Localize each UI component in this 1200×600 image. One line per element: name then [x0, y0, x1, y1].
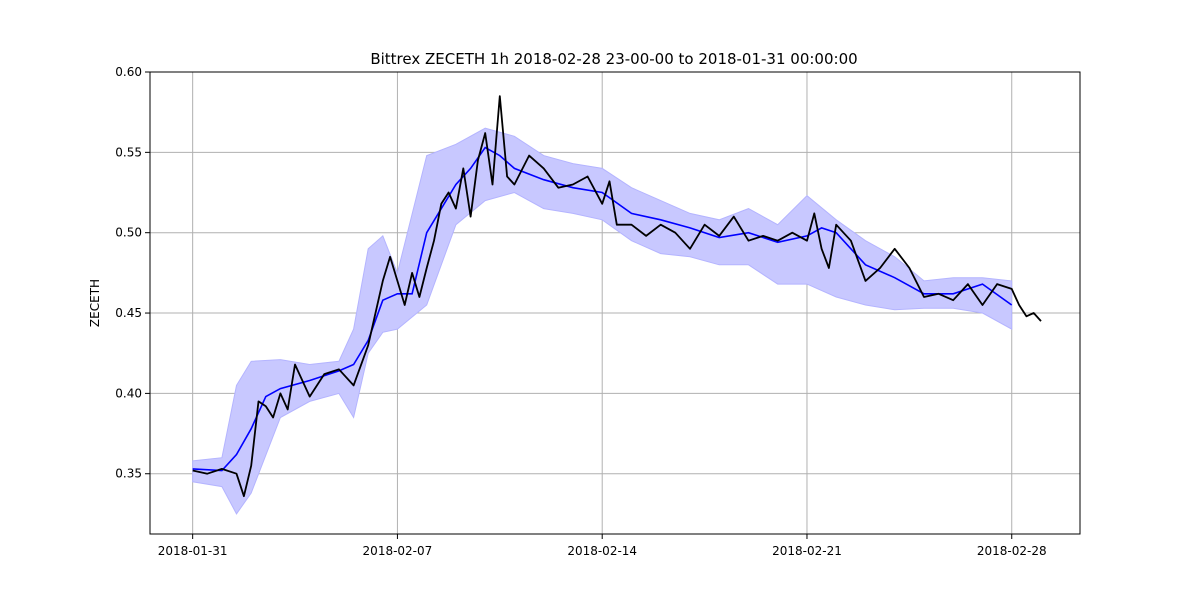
x-tick-label: 2018-02-28	[977, 544, 1047, 558]
y-tick-label: 0.35	[115, 467, 142, 481]
price-line	[192, 95, 1042, 498]
chart-title: Bittrex ZECETH 1h 2018-02-28 23-00-00 to…	[370, 50, 857, 68]
y-tick-label: 0.45	[115, 306, 142, 320]
y-axis-label: ZECETH	[88, 279, 102, 327]
x-tick-label: 2018-02-07	[363, 544, 433, 558]
y-axis: 0.35 0.40 0.45 0.50 0.55 0.60	[115, 65, 150, 481]
x-tick-label: 2018-01-31	[158, 544, 228, 558]
x-tick-label: 2018-02-21	[772, 544, 842, 558]
x-tick-label: 2018-02-14	[567, 544, 637, 558]
y-tick-label: 0.50	[115, 226, 142, 240]
y-tick-label: 0.40	[115, 386, 142, 400]
y-tick-label: 0.55	[115, 145, 142, 159]
y-tick-label: 0.60	[115, 65, 142, 79]
plot-frame	[149, 71, 1081, 535]
band-area	[192, 127, 1013, 515]
x-axis: 2018-01-31 2018-02-07 2018-02-14 2018-02-21…	[158, 534, 1047, 558]
moving-average-line	[192, 146, 1013, 472]
